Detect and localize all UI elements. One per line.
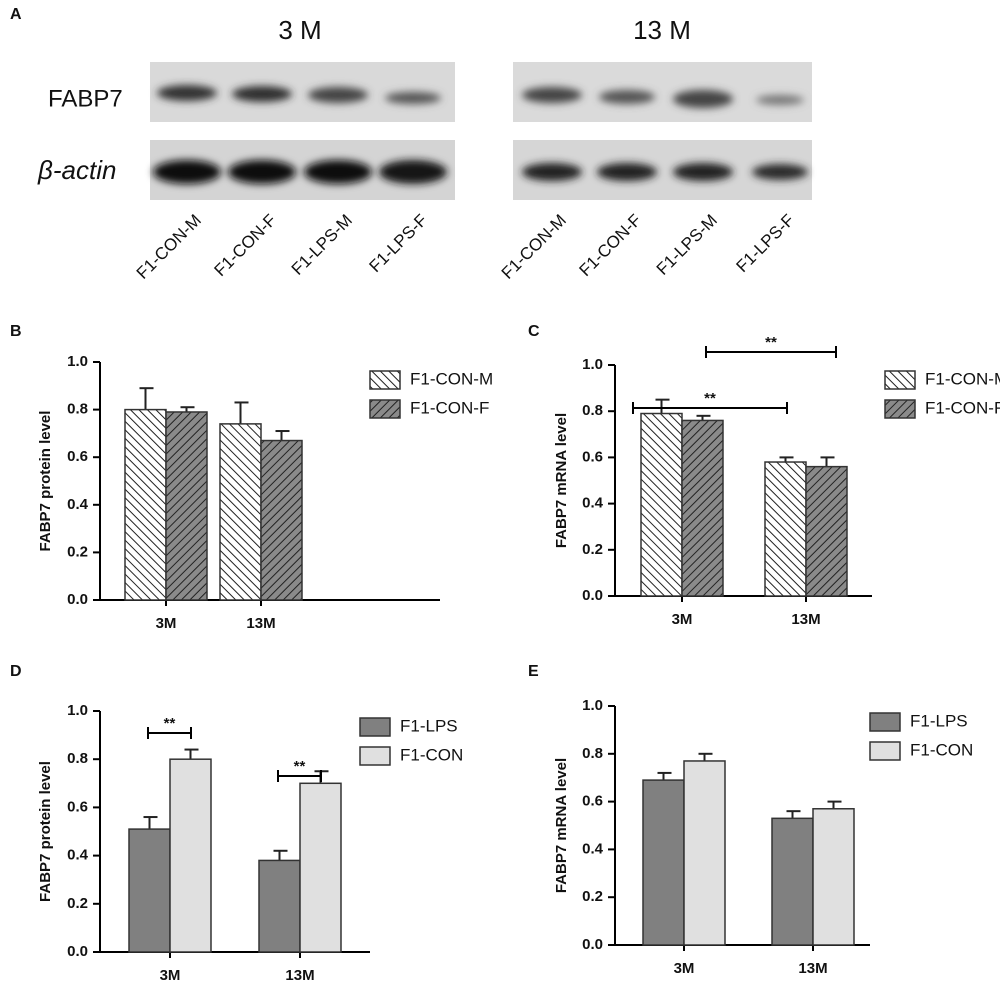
y-tick-label: 0.0 <box>582 936 603 953</box>
bar <box>219 423 262 601</box>
group-label: 13 M <box>633 15 691 45</box>
row-label: β-actin <box>37 155 116 185</box>
legend-label: F1-CON <box>400 745 463 764</box>
y-tick-label: 0.4 <box>67 847 89 864</box>
row-label: FABP7 <box>48 85 123 112</box>
panel-label: C <box>528 323 540 340</box>
lane-label: F1-CON-F <box>210 211 280 281</box>
y-axis-label: FABP7 protein level <box>37 761 54 902</box>
y-tick-label: 0.4 <box>67 496 89 513</box>
lane-label: F1-LPS-F <box>732 211 798 277</box>
chart: C FABP7 mRNA level 0.0 0.2 0.4 0.6 0.8 1.0 3M 13M… <box>528 323 1000 628</box>
y-tick-label: 0.4 <box>582 495 604 512</box>
y-tick-label: 0.2 <box>67 895 88 912</box>
y-axis-label: FABP7 mRNA level <box>553 413 570 548</box>
y-tick-label: 0.8 <box>582 745 603 762</box>
x-tick-label: 13M <box>798 960 827 977</box>
x-tick-label: 13M <box>285 967 314 984</box>
legend-label: F1-LPS <box>910 711 968 730</box>
annotation: ** <box>164 715 176 732</box>
chart: B FABP7 protein level 0.0 0.2 0.4 0.6 0.8 1.0 3M… <box>10 323 493 632</box>
group-label: 3 M <box>278 15 321 45</box>
bar <box>764 461 807 597</box>
annotation: ** <box>704 390 716 407</box>
annotation: ** <box>294 758 306 775</box>
chart: D FABP7 protein level 0.0 0.2 0.4 0.6 0.8 1.0 3M… <box>10 663 463 984</box>
bar <box>258 859 301 953</box>
legend-swatch <box>369 370 401 390</box>
legend-swatch <box>359 717 391 737</box>
legend-label: F1-CON-F <box>925 398 1000 417</box>
blot <box>150 62 812 200</box>
lane-label: F1-CON-M <box>498 211 570 283</box>
y-tick-label: 0.6 <box>67 448 88 465</box>
legend-swatch <box>884 370 916 390</box>
y-tick-label: 0.0 <box>67 943 88 960</box>
bar <box>299 782 342 953</box>
legend-label: F1-CON-F <box>410 398 489 417</box>
x-tick-label: 13M <box>791 611 820 628</box>
annotation: ** <box>765 334 777 351</box>
y-tick-label: 0.4 <box>582 840 604 857</box>
y-tick-label: 1.0 <box>67 702 88 719</box>
y-tick-label: 1.0 <box>582 697 603 714</box>
bar <box>683 760 726 946</box>
legend-label: F1-CON-M <box>410 369 493 388</box>
bar <box>771 817 814 946</box>
bar <box>169 758 212 953</box>
panel-label: B <box>10 323 22 340</box>
y-tick-label: 0.6 <box>582 793 603 810</box>
lane-label: F1-CON-F <box>575 211 645 281</box>
lane-labels: F1-CON-M F1-CON-F F1-LPS-M F1-LPS-F F1-CON-M… <box>133 211 798 283</box>
lane-label: F1-LPS-M <box>653 211 721 279</box>
legend-swatch <box>369 399 401 419</box>
x-tick-label: 3M <box>160 967 181 984</box>
y-tick-label: 1.0 <box>67 353 88 370</box>
legend-swatch <box>869 741 901 761</box>
y-axis-label: FABP7 protein level <box>37 411 54 552</box>
legend-label: F1-CON-M <box>925 369 1000 388</box>
legend-swatch <box>359 746 391 766</box>
y-tick-label: 0.2 <box>67 543 88 560</box>
y-tick-label: 0.6 <box>67 798 88 815</box>
y-tick-label: 0.8 <box>67 401 88 418</box>
chart: E FABP7 mRNA level 0.0 0.2 0.4 0.6 0.8 1.0 3M 13M… <box>528 663 973 977</box>
y-tick-label: 0.0 <box>67 591 88 608</box>
x-tick-label: 3M <box>156 615 177 632</box>
y-tick-label: 0.6 <box>582 448 603 465</box>
legend-label: F1-LPS <box>400 716 458 735</box>
legend-swatch <box>884 399 916 419</box>
panel-label: D <box>10 663 22 680</box>
bar <box>128 828 171 953</box>
bar <box>681 419 724 597</box>
y-tick-label: 0.2 <box>582 888 603 905</box>
lane-label: F1-LPS-F <box>365 211 431 277</box>
panel-label: E <box>528 663 539 680</box>
y-tick-label: 1.0 <box>582 356 603 373</box>
y-tick-label: 0.0 <box>582 587 603 604</box>
bar <box>812 808 855 946</box>
y-tick-label: 0.8 <box>582 402 603 419</box>
y-axis-label: FABP7 mRNA level <box>553 758 570 893</box>
y-tick-label: 0.8 <box>67 750 88 767</box>
panel-label: A <box>10 6 22 23</box>
x-tick-label: 13M <box>246 615 275 632</box>
y-tick-label: 0.2 <box>582 541 603 558</box>
bar <box>260 439 303 601</box>
bar <box>642 779 685 946</box>
bar <box>640 412 683 597</box>
lane-label: F1-LPS-M <box>288 211 356 279</box>
lane-label: F1-CON-M <box>133 211 205 283</box>
bar <box>805 465 848 597</box>
x-tick-label: 3M <box>672 611 693 628</box>
x-tick-label: 3M <box>674 960 695 977</box>
bar <box>124 408 167 601</box>
legend-swatch <box>869 712 901 732</box>
bar <box>165 411 208 601</box>
legend-label: F1-CON <box>910 740 973 759</box>
